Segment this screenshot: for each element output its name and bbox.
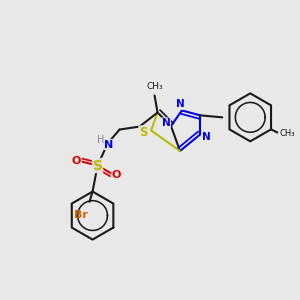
- Text: N: N: [162, 118, 170, 128]
- Text: S: S: [93, 159, 103, 172]
- Text: N: N: [176, 99, 184, 110]
- Text: N: N: [104, 140, 113, 150]
- Text: O: O: [112, 169, 121, 180]
- Text: CH₃: CH₃: [279, 129, 295, 138]
- Text: O: O: [72, 156, 81, 166]
- Text: N: N: [202, 132, 211, 142]
- Text: CH₃: CH₃: [146, 82, 163, 91]
- Text: Br: Br: [74, 210, 88, 220]
- Text: S: S: [139, 126, 147, 139]
- Text: H: H: [97, 135, 104, 145]
